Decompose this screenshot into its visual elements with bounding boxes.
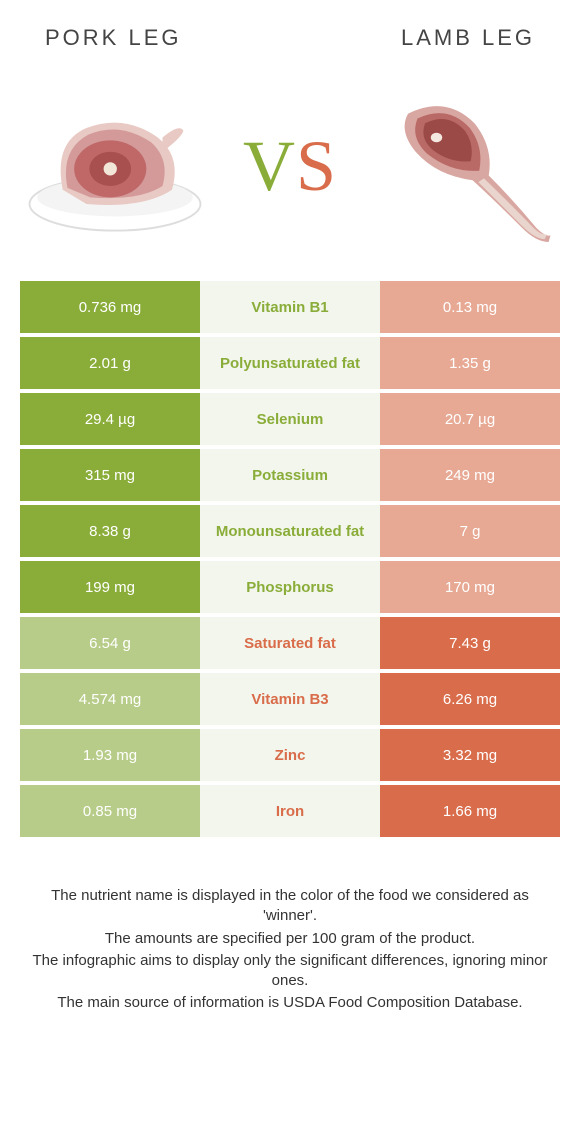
- nutrient-name: Phosphorus: [200, 561, 380, 613]
- nutrient-name: Iron: [200, 785, 380, 837]
- vs-v: V: [243, 126, 296, 206]
- table-row: 1.93 mgZinc3.32 mg: [20, 729, 560, 781]
- nutrient-name: Selenium: [200, 393, 380, 445]
- table-row: 29.4 µgSelenium20.7 µg: [20, 393, 560, 445]
- right-value: 1.66 mg: [380, 785, 560, 837]
- right-value: 3.32 mg: [380, 729, 560, 781]
- table-row: 199 mgPhosphorus170 mg: [20, 561, 560, 613]
- right-value: 7.43 g: [380, 617, 560, 669]
- right-value: 0.13 mg: [380, 281, 560, 333]
- right-value: 7 g: [380, 505, 560, 557]
- nutrient-name: Polyunsaturated fat: [200, 337, 380, 389]
- table-row: 315 mgPotassium249 mg: [20, 449, 560, 501]
- footnote-line: The amounts are specified per 100 gram o…: [25, 929, 555, 949]
- right-value: 249 mg: [380, 449, 560, 501]
- left-value: 0.736 mg: [20, 281, 200, 333]
- left-value: 199 mg: [20, 561, 200, 613]
- left-value: 8.38 g: [20, 505, 200, 557]
- comparison-table: 0.736 mgVitamin B10.13 mg2.01 gPolyunsat…: [20, 281, 560, 837]
- table-row: 0.85 mgIron1.66 mg: [20, 785, 560, 837]
- table-row: 8.38 gMonounsaturated fat7 g: [20, 505, 560, 557]
- left-value: 6.54 g: [20, 617, 200, 669]
- right-value: 6.26 mg: [380, 673, 560, 725]
- header: Pork leg Lamb leg: [0, 0, 580, 61]
- vs-label: VS: [243, 125, 337, 208]
- left-value: 315 mg: [20, 449, 200, 501]
- table-row: 6.54 gSaturated fat7.43 g: [20, 617, 560, 669]
- nutrient-name: Monounsaturated fat: [200, 505, 380, 557]
- footnote-line: The nutrient name is displayed in the co…: [25, 886, 555, 927]
- table-row: 2.01 gPolyunsaturated fat1.35 g: [20, 337, 560, 389]
- pork-leg-image: [20, 81, 210, 251]
- nutrient-name: Saturated fat: [200, 617, 380, 669]
- footnote-line: The main source of information is USDA F…: [25, 993, 555, 1013]
- nutrient-name: Vitamin B1: [200, 281, 380, 333]
- right-value: 1.35 g: [380, 337, 560, 389]
- table-row: 0.736 mgVitamin B10.13 mg: [20, 281, 560, 333]
- footnote-line: The infographic aims to display only the…: [25, 951, 555, 992]
- title-left: Pork leg: [45, 25, 181, 51]
- right-value: 170 mg: [380, 561, 560, 613]
- table-row: 4.574 mgVitamin B36.26 mg: [20, 673, 560, 725]
- left-value: 4.574 mg: [20, 673, 200, 725]
- lamb-leg-image: [370, 81, 560, 251]
- left-value: 29.4 µg: [20, 393, 200, 445]
- nutrient-name: Zinc: [200, 729, 380, 781]
- nutrient-name: Vitamin B3: [200, 673, 380, 725]
- left-value: 1.93 mg: [20, 729, 200, 781]
- right-value: 20.7 µg: [380, 393, 560, 445]
- left-value: 0.85 mg: [20, 785, 200, 837]
- images-row: VS: [0, 61, 580, 281]
- footnotes: The nutrient name is displayed in the co…: [0, 841, 580, 1014]
- left-value: 2.01 g: [20, 337, 200, 389]
- title-right: Lamb leg: [401, 25, 535, 51]
- nutrient-name: Potassium: [200, 449, 380, 501]
- vs-s: S: [296, 126, 337, 206]
